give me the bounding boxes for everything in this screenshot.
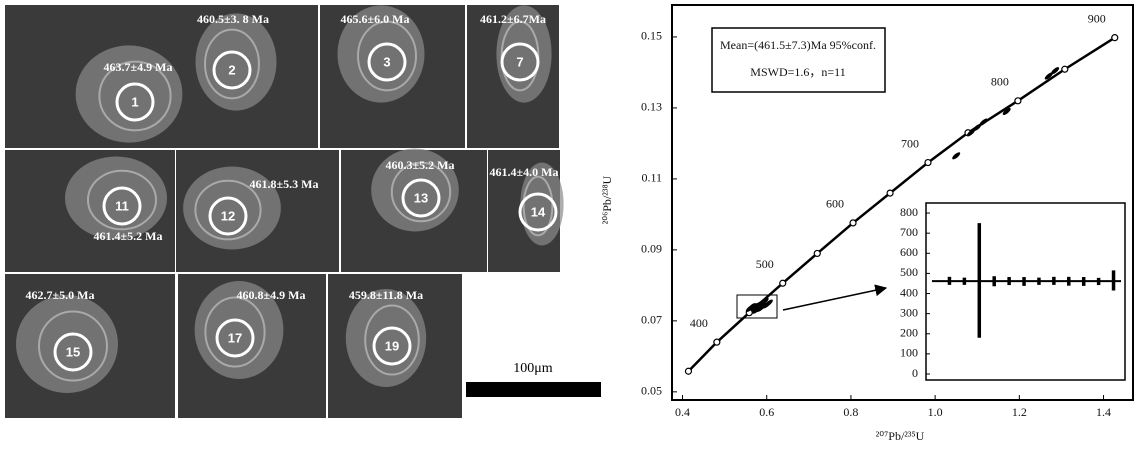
age-label: 460.5±3. 8 Ma	[197, 12, 269, 26]
grain	[196, 13, 277, 110]
inset-y-tick-label: 300	[900, 305, 918, 319]
age-tick-label: 900	[1088, 11, 1106, 25]
x-tick-label: 0.6	[759, 405, 774, 419]
inset-y-tick-label: 800	[900, 205, 918, 219]
age-marker	[685, 368, 691, 374]
spot-label: 11	[115, 198, 129, 213]
age-marker	[850, 220, 856, 226]
age-marker	[714, 339, 720, 345]
age-tick-label: 700	[901, 136, 919, 150]
age-label: 463.7±4.9 Ma	[104, 60, 173, 74]
spot-label: 15	[66, 344, 80, 359]
y-tick-label: 0.15	[641, 29, 662, 43]
spot-label: 7	[516, 54, 523, 69]
age-marker	[814, 250, 820, 256]
age-marker	[1112, 35, 1118, 41]
inset-y-tick-label: 200	[900, 326, 918, 340]
age-label: 461.2±6.7Ma	[480, 12, 546, 26]
scale-label: 100μm	[513, 361, 553, 376]
y-tick-label: 0.09	[641, 242, 662, 256]
inset-frame	[926, 203, 1125, 380]
x-axis-label: ²⁰⁷Pb/²³⁵U	[876, 429, 925, 443]
spot-label: 14	[531, 204, 546, 219]
age-tick-label: 400	[690, 316, 708, 330]
inset-y-tick-label: 700	[900, 225, 918, 239]
y-tick-label: 0.11	[641, 171, 662, 185]
x-tick-label: 1.2	[1012, 405, 1027, 419]
age-marker	[780, 280, 786, 286]
spot-label: 17	[228, 330, 242, 345]
inset-y-tick-label: 400	[900, 285, 918, 299]
spot-label: 2	[228, 62, 235, 77]
inset-y-tick-label: 100	[900, 346, 918, 360]
spot-label: 3	[383, 54, 390, 69]
age-label: 460.8±4.9 Ma	[237, 288, 306, 302]
annotation: Mean=(461.5±7.3)Ma 95%conf.	[720, 38, 876, 52]
age-tick-label: 500	[756, 257, 774, 271]
age-tick-label: 800	[991, 75, 1009, 89]
x-tick-label: 0.4	[675, 405, 690, 419]
age-label: 461.8±5.3 Ma	[250, 177, 319, 191]
age-marker	[925, 160, 931, 166]
spot-label: 1	[131, 94, 138, 109]
annotation: MSWD=1.6，n=11	[750, 65, 845, 79]
age-marker	[1015, 98, 1021, 104]
age-label: 461.4±5.2 Ma	[94, 229, 163, 243]
age-label: 461.4±4.0 Ma	[490, 165, 559, 179]
y-tick-label: 0.13	[641, 100, 662, 114]
analysis-ellipse	[951, 151, 961, 160]
zoom-arrow	[783, 288, 886, 310]
age-tick-label: 600	[826, 197, 844, 211]
inset-y-tick-label: 0	[912, 366, 918, 380]
scale-bar	[466, 382, 601, 397]
inset-y-tick-label: 600	[900, 245, 918, 259]
y-axis-label: ²⁰⁶Pb/²³⁸U	[600, 175, 614, 224]
age-label: 460.3±5.2 Ma	[386, 158, 455, 172]
y-tick-label: 0.05	[641, 384, 662, 398]
x-tick-label: 0.8	[843, 405, 858, 419]
inset-y-tick-label: 500	[900, 265, 918, 279]
x-tick-label: 1.4	[1096, 405, 1111, 419]
spot-label: 19	[385, 338, 399, 353]
figure: 100μm 1 463.7±4.9 Ma 2 460.5±3. 8 Ma 3 465.6±…	[0, 0, 1135, 449]
page: {"panels":[ {"age":"463.7±4.9 Ma","spot"…	[0, 0, 1135, 449]
analysis-ellipse	[978, 117, 988, 126]
y-tick-label: 0.07	[641, 313, 662, 327]
age-label: 465.6±6.0 Ma	[341, 12, 410, 26]
age-label: 462.7±5.0 Ma	[26, 288, 95, 302]
spot-label: 12	[221, 208, 235, 223]
age-marker	[1062, 66, 1068, 72]
age-marker	[887, 190, 893, 196]
age-label: 459.8±11.8 Ma	[349, 288, 423, 302]
x-tick-label: 1.0	[928, 405, 943, 419]
spot-label: 13	[414, 190, 428, 205]
